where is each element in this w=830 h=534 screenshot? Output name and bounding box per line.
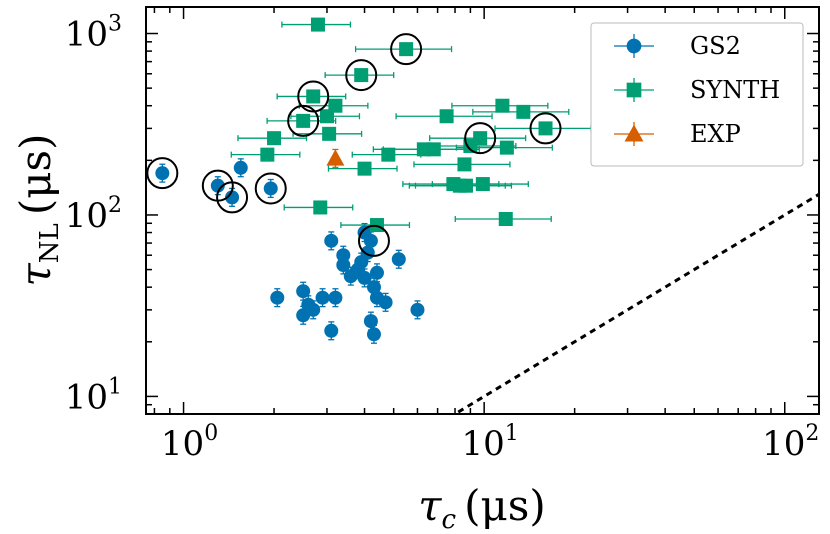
synth-point <box>399 42 414 57</box>
gs2-point <box>363 314 378 329</box>
y-axis-label: τNL(μs) <box>11 134 65 287</box>
synth-point <box>475 177 490 192</box>
synth-point <box>516 104 531 119</box>
y-tick-label: 103 <box>65 12 122 55</box>
synth-point <box>369 218 384 233</box>
gs2-point <box>363 233 378 248</box>
gs2-point <box>336 248 351 263</box>
plot-frame <box>145 6 820 415</box>
highlight-circle <box>390 33 423 66</box>
legend-box <box>590 22 804 167</box>
synth-point <box>322 126 337 141</box>
synth-point <box>319 109 334 124</box>
synth-point <box>310 17 325 32</box>
gs2-point <box>210 178 225 193</box>
synth-point <box>498 212 513 227</box>
gs2-point <box>357 270 372 285</box>
highlight-circle <box>529 112 562 145</box>
synth-point <box>495 98 510 113</box>
gs2-point <box>360 245 375 260</box>
gs2-point <box>155 166 170 181</box>
y-tick-label: 101 <box>65 374 122 417</box>
highlight-circle <box>146 157 179 190</box>
highlight-circle <box>254 172 287 205</box>
gs2-point <box>270 290 285 305</box>
synth-point <box>267 131 282 146</box>
legend-marker-gs2 <box>626 38 642 54</box>
exp-point <box>326 149 345 166</box>
gs2-point <box>324 323 339 338</box>
highlight-circle <box>357 224 390 257</box>
highlight-circle <box>287 104 320 137</box>
synth-point <box>426 142 441 157</box>
synth-point <box>458 178 473 193</box>
gs2-point <box>233 160 248 175</box>
gs2-point <box>328 290 343 305</box>
legend-label-exp: EXP <box>690 120 741 148</box>
highlight-circle <box>464 122 497 155</box>
legend-label-synth: SYNTH <box>690 76 780 104</box>
gs2-point <box>315 290 330 305</box>
synth-point <box>296 113 311 128</box>
synth-point <box>538 121 553 136</box>
legend: GS2 SYNTH EXP <box>590 22 804 167</box>
synth-point <box>499 140 514 155</box>
synth-point <box>439 109 454 124</box>
highlight-circle <box>345 59 378 92</box>
synth-point <box>306 89 321 104</box>
highlight-circle <box>216 181 249 214</box>
gs2-point <box>366 327 381 342</box>
synth-point <box>473 131 488 146</box>
synth-point <box>354 68 369 83</box>
gs2-point <box>263 181 278 196</box>
highlight-circle <box>297 80 330 113</box>
legend-label-gs2: GS2 <box>690 32 741 60</box>
legend-marker-synth <box>626 82 642 98</box>
gs2-point <box>324 233 339 248</box>
legend-marker-exp <box>624 124 644 142</box>
gs2-point <box>336 257 351 272</box>
synth-point <box>357 161 372 176</box>
reference-line <box>457 193 820 414</box>
synth-point <box>381 147 396 162</box>
gs2-point <box>366 280 381 295</box>
synth-point <box>260 147 275 162</box>
gs2-point <box>225 190 240 205</box>
gs2-point <box>391 252 406 267</box>
synth-point <box>328 98 343 113</box>
x-tick-label: 100 <box>161 421 218 464</box>
gs2-point <box>378 295 393 310</box>
synth-point <box>457 157 472 172</box>
synth-point <box>313 200 328 215</box>
gs2-point <box>410 302 425 317</box>
gs2-point <box>369 265 384 280</box>
x-tick-label: 102 <box>762 421 819 464</box>
x-tick-label: 101 <box>462 421 519 464</box>
y-tick-label: 102 <box>65 193 122 236</box>
x-axis-label: τc (μs) <box>418 481 545 534</box>
gs2-point <box>296 284 311 299</box>
gs2-point <box>306 302 321 317</box>
